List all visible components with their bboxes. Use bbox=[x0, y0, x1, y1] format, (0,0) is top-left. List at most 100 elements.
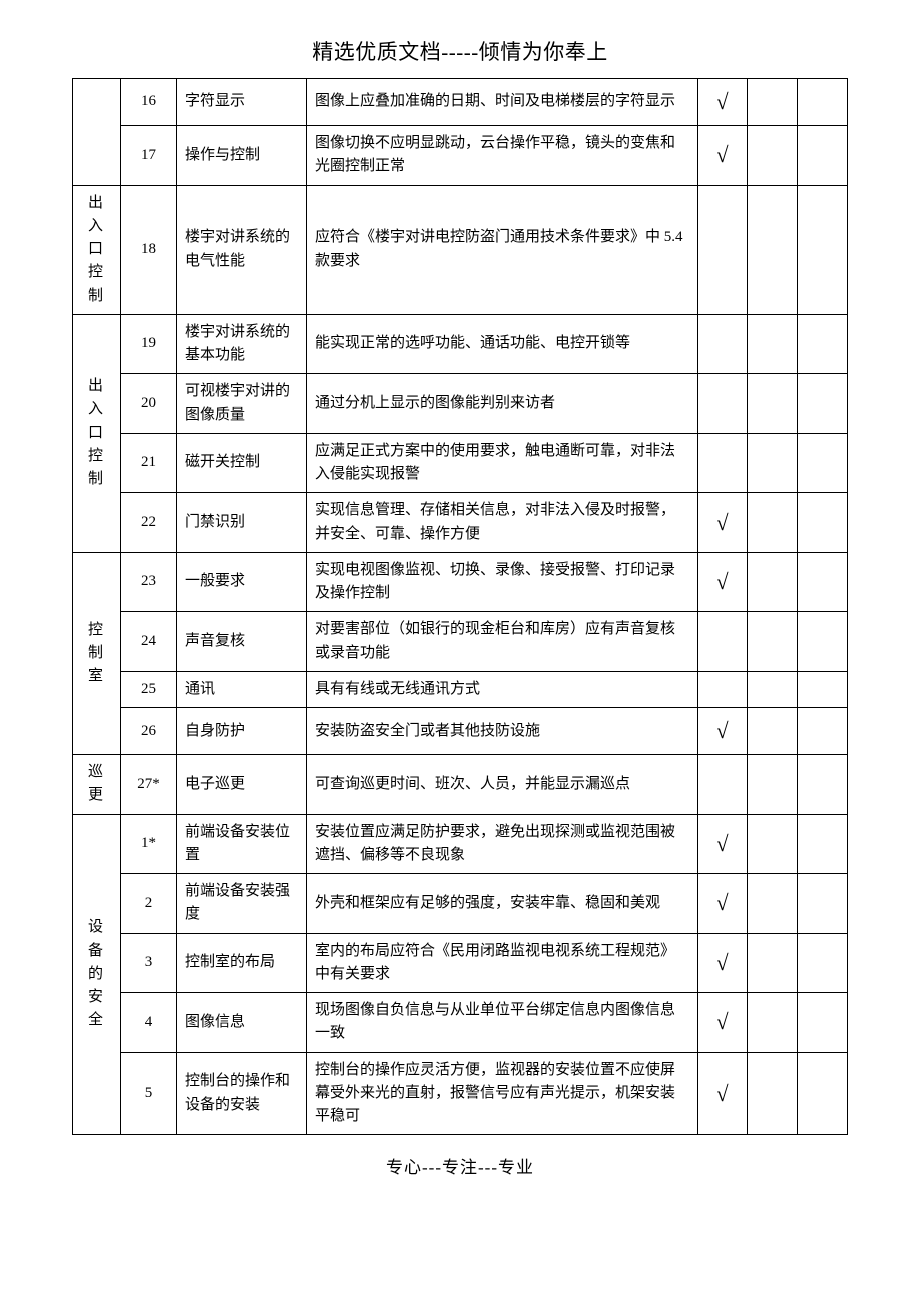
checkmark-cell bbox=[698, 374, 748, 434]
empty-cell bbox=[798, 814, 848, 874]
table-row: 2前端设备安装强度外壳和框架应有足够的强度，安装牢靠、稳固和美观√ bbox=[73, 874, 848, 934]
empty-cell bbox=[748, 993, 798, 1053]
empty-cell bbox=[798, 493, 848, 553]
row-number: 18 bbox=[121, 185, 177, 314]
checkmark-cell: √ bbox=[698, 933, 748, 993]
item-description: 图像切换不应明显跳动，云台操作平稳，镜头的变焦和光圈控制正常 bbox=[307, 126, 698, 186]
checkmark-cell: √ bbox=[698, 126, 748, 186]
empty-cell bbox=[798, 1052, 848, 1135]
empty-cell bbox=[798, 552, 848, 612]
item-name: 控制室的布局 bbox=[177, 933, 307, 993]
item-description: 具有有线或无线通讯方式 bbox=[307, 671, 698, 707]
empty-cell bbox=[798, 433, 848, 493]
table-row: 设备的安全1*前端设备安装位置安装位置应满足防护要求，避免出现探测或监视范围被遮… bbox=[73, 814, 848, 874]
empty-cell bbox=[798, 612, 848, 672]
item-name: 一般要求 bbox=[177, 552, 307, 612]
row-number: 20 bbox=[121, 374, 177, 434]
table-row: 20可视楼宇对讲的图像质量通过分机上显示的图像能判别来访者 bbox=[73, 374, 848, 434]
table-row: 出入口控制18楼宇对讲系统的电气性能应符合《楼宇对讲电控防盗门通用技术条件要求》… bbox=[73, 185, 848, 314]
category-cell bbox=[73, 79, 121, 186]
item-description: 应满足正式方案中的使用要求，触电通断可靠，对非法入侵能实现报警 bbox=[307, 433, 698, 493]
table-row: 21磁开关控制应满足正式方案中的使用要求，触电通断可靠，对非法入侵能实现报警 bbox=[73, 433, 848, 493]
empty-cell bbox=[748, 755, 798, 815]
checkmark-cell: √ bbox=[698, 708, 748, 755]
empty-cell bbox=[748, 874, 798, 934]
table-row: 25通讯具有有线或无线通讯方式 bbox=[73, 671, 848, 707]
empty-cell bbox=[748, 708, 798, 755]
empty-cell bbox=[798, 314, 848, 374]
checkmark-cell: √ bbox=[698, 874, 748, 934]
table-row: 4图像信息现场图像自负信息与从业单位平台绑定信息内图像信息一致√ bbox=[73, 993, 848, 1053]
item-description: 对要害部位（如银行的现金柜台和库房）应有声音复核或录音功能 bbox=[307, 612, 698, 672]
table-row: 控制室23一般要求实现电视图像监视、切换、录像、接受报警、打印记录及操作控制√ bbox=[73, 552, 848, 612]
row-number: 25 bbox=[121, 671, 177, 707]
row-number: 27* bbox=[121, 755, 177, 815]
empty-cell bbox=[748, 185, 798, 314]
item-name: 磁开关控制 bbox=[177, 433, 307, 493]
empty-cell bbox=[798, 374, 848, 434]
category-cell: 出入口控制 bbox=[73, 314, 121, 552]
empty-cell bbox=[798, 993, 848, 1053]
row-number: 22 bbox=[121, 493, 177, 553]
category-cell: 巡更 bbox=[73, 755, 121, 815]
empty-cell bbox=[748, 314, 798, 374]
inspection-table: 16字符显示图像上应叠加准确的日期、时间及电梯楼层的字符显示√17操作与控制图像… bbox=[72, 78, 848, 1135]
page-footer: 专心---专注---专业 bbox=[72, 1153, 848, 1178]
item-name: 字符显示 bbox=[177, 79, 307, 126]
checkmark-cell bbox=[698, 314, 748, 374]
empty-cell bbox=[748, 126, 798, 186]
page-header: 精选优质文档-----倾情为你奉上 bbox=[72, 36, 848, 66]
checkmark-cell: √ bbox=[698, 552, 748, 612]
table-row: 22门禁识别实现信息管理、存储相关信息，对非法入侵及时报警，并安全、可靠、操作方… bbox=[73, 493, 848, 553]
item-name: 楼宇对讲系统的基本功能 bbox=[177, 314, 307, 374]
item-description: 实现信息管理、存储相关信息，对非法入侵及时报警，并安全、可靠、操作方便 bbox=[307, 493, 698, 553]
row-number: 4 bbox=[121, 993, 177, 1053]
empty-cell bbox=[748, 374, 798, 434]
item-name: 可视楼宇对讲的图像质量 bbox=[177, 374, 307, 434]
table-row: 出入口控制19楼宇对讲系统的基本功能能实现正常的选呼功能、通话功能、电控开锁等 bbox=[73, 314, 848, 374]
item-description: 通过分机上显示的图像能判别来访者 bbox=[307, 374, 698, 434]
empty-cell bbox=[748, 79, 798, 126]
empty-cell bbox=[798, 874, 848, 934]
empty-cell bbox=[748, 493, 798, 553]
row-number: 26 bbox=[121, 708, 177, 755]
item-description: 能实现正常的选呼功能、通话功能、电控开锁等 bbox=[307, 314, 698, 374]
item-description: 安装防盗安全门或者其他技防设施 bbox=[307, 708, 698, 755]
empty-cell bbox=[798, 933, 848, 993]
checkmark-cell: √ bbox=[698, 1052, 748, 1135]
row-number: 24 bbox=[121, 612, 177, 672]
row-number: 1* bbox=[121, 814, 177, 874]
empty-cell bbox=[798, 185, 848, 314]
item-name: 通讯 bbox=[177, 671, 307, 707]
empty-cell bbox=[748, 933, 798, 993]
table-row: 16字符显示图像上应叠加准确的日期、时间及电梯楼层的字符显示√ bbox=[73, 79, 848, 126]
item-description: 室内的布局应符合《民用闭路监视电视系统工程规范》中有关要求 bbox=[307, 933, 698, 993]
empty-cell bbox=[748, 433, 798, 493]
row-number: 21 bbox=[121, 433, 177, 493]
checkmark-cell bbox=[698, 755, 748, 815]
empty-cell bbox=[748, 814, 798, 874]
checkmark-cell: √ bbox=[698, 814, 748, 874]
checkmark-cell: √ bbox=[698, 493, 748, 553]
empty-cell bbox=[798, 671, 848, 707]
empty-cell bbox=[798, 708, 848, 755]
item-name: 操作与控制 bbox=[177, 126, 307, 186]
category-cell: 出入口控制 bbox=[73, 185, 121, 314]
item-description: 实现电视图像监视、切换、录像、接受报警、打印记录及操作控制 bbox=[307, 552, 698, 612]
item-name: 门禁识别 bbox=[177, 493, 307, 553]
item-description: 现场图像自负信息与从业单位平台绑定信息内图像信息一致 bbox=[307, 993, 698, 1053]
item-name: 控制台的操作和设备的安装 bbox=[177, 1052, 307, 1135]
row-number: 5 bbox=[121, 1052, 177, 1135]
checkmark-cell: √ bbox=[698, 79, 748, 126]
item-name: 楼宇对讲系统的电气性能 bbox=[177, 185, 307, 314]
empty-cell bbox=[748, 1052, 798, 1135]
table-row: 巡更27*电子巡更可查询巡更时间、班次、人员，并能显示漏巡点 bbox=[73, 755, 848, 815]
empty-cell bbox=[798, 126, 848, 186]
table-row: 17操作与控制图像切换不应明显跳动，云台操作平稳，镜头的变焦和光圈控制正常√ bbox=[73, 126, 848, 186]
checkmark-cell: √ bbox=[698, 993, 748, 1053]
row-number: 17 bbox=[121, 126, 177, 186]
checkmark-cell bbox=[698, 612, 748, 672]
empty-cell bbox=[798, 755, 848, 815]
empty-cell bbox=[748, 612, 798, 672]
item-description: 安装位置应满足防护要求，避免出现探测或监视范围被遮挡、偏移等不良现象 bbox=[307, 814, 698, 874]
